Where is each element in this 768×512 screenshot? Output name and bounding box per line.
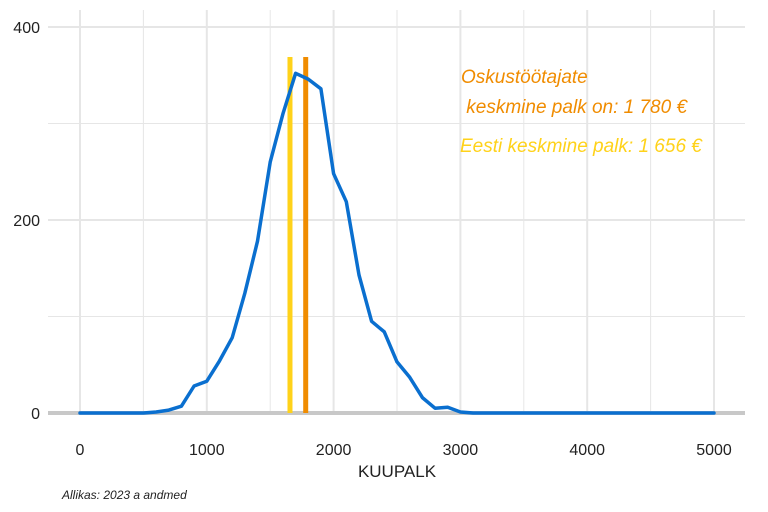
skilled-worker-annotation-line2: keskmine palk on: 1 780 €	[461, 97, 688, 118]
gridlines	[48, 10, 745, 414]
y-tick-label: 200	[13, 213, 40, 230]
skilled-worker-annotation-line1: Oskustöötajate	[461, 67, 588, 88]
x-tick-label: 2000	[316, 442, 352, 459]
y-tick-label: 400	[13, 20, 40, 37]
x-tick-label: 4000	[569, 442, 605, 459]
x-tick-label: 0	[76, 442, 85, 459]
x-tick-label: 3000	[443, 442, 479, 459]
source-note: Allikas: 2023 a andmed	[62, 488, 187, 502]
distribution-line	[78, 71, 716, 415]
y-tick-label: 0	[31, 406, 40, 423]
estonia-average-annotation: Eesti keskmine palk: 1 656 €	[460, 136, 703, 157]
x-tick-label: 5000	[696, 442, 732, 459]
x-tick-label: 1000	[189, 442, 225, 459]
x-axis-label: KUUPALK	[358, 462, 437, 481]
